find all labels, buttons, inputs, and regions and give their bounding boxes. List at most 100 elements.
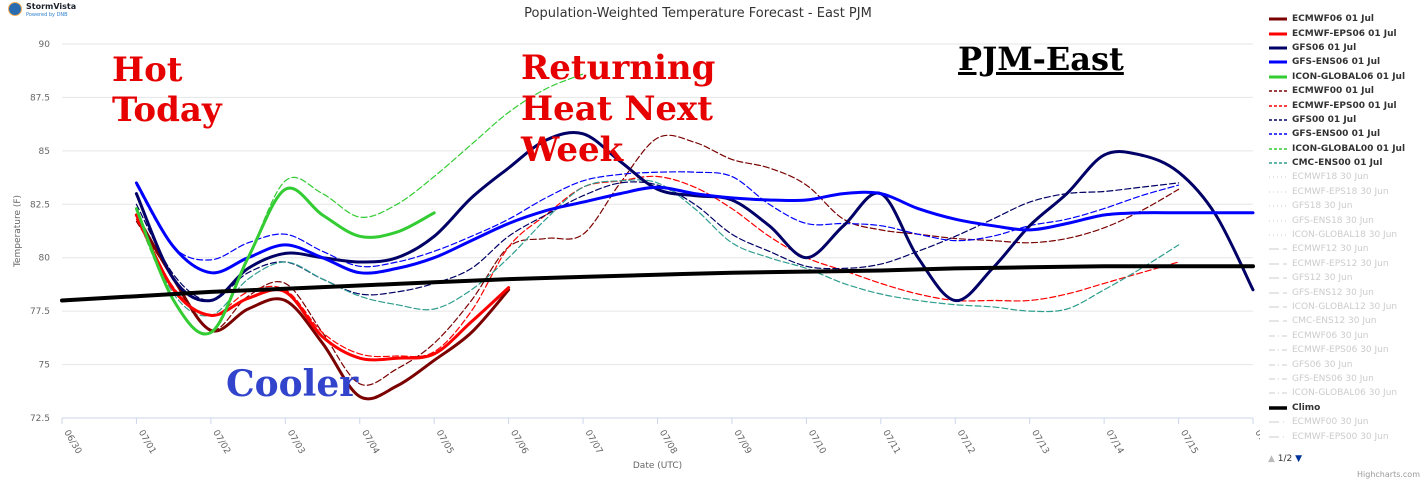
legend-item-ecmwf-eps18-30-jun[interactable]: ECMWF-EPS18 30 Jun [1268,185,1428,199]
y-tick-label: 77.5 [30,307,50,317]
series-line-ecmwf00-01-jul [135,134,1180,386]
legend-label: GFS-ENS12 30 Jun [1292,287,1374,298]
line-chart: 72.5 75 77.5 80 82.5 85 87.5 90 06/30 07/01 07/02 0… [13,40,1260,471]
y-tick-label: 80 [39,254,51,264]
x-tick-label: 07/09 [731,429,753,457]
legend-swatch [1269,349,1287,351]
logo-subtitle: Powered by DNB [26,12,68,18]
legend-item-gfs06-01-jul[interactable]: GFS06 01 Jul [1268,41,1428,55]
series-line-ecmwf-eps06-01-jul [134,213,511,362]
legend-swatch [1269,119,1287,121]
legend-swatch [1269,364,1287,366]
legend-swatch [1269,405,1287,410]
y-axis-title: Temperature (F) [13,195,23,268]
series-line-gfs00-01-jul [135,181,1180,302]
legend-item-gfs-ens18-30-jun[interactable]: GFS-ENS18 30 Jun [1268,213,1428,227]
legend-page-indicator: 1/2 [1277,454,1293,464]
x-axis-title: Date (UTC) [633,461,682,471]
legend-page-up-icon[interactable]: ▲ [1268,454,1275,464]
series-line-ecmwf-eps00-01-jul [135,175,1180,358]
legend-item-ecmwf18-30-jun[interactable]: ECMWF18 30 Jun [1268,170,1428,184]
legend-swatch [1269,392,1287,394]
legend-item-gfs-ens00-01-jul[interactable]: GFS-ENS00 01 Jul [1268,127,1428,141]
legend-item-icon-global00-01-jul[interactable]: ICON-GLOBAL00 01 Jul [1268,142,1428,156]
legend-item-climo[interactable]: Climo [1268,401,1428,415]
legend-label: ICON-GLOBAL12 30 Jun [1292,302,1398,312]
legend-item-gfs-ens06-30-jun[interactable]: GFS-ENS06 30 Jun [1268,372,1428,386]
logo-icon [8,2,22,16]
legend-swatch [1269,277,1287,279]
legend-swatch [1269,176,1287,178]
x-tick-label: 07/16 [1252,429,1260,457]
legend-item-gfs06-30-jun[interactable]: GFS06 30 Jun [1268,357,1428,371]
legend-item-icon-global06-01-jul[interactable]: ICON-GLOBAL06 01 Jul [1268,70,1428,84]
legend-item-ecmwf-eps06-30-jun[interactable]: ECMWF-EPS06 30 Jun [1268,343,1428,357]
y-tick-label: 85 [39,147,50,157]
x-tick-label: 07/13 [1029,429,1051,456]
chart-legend: ECMWF06 01 Jul ECMWF-EPS06 01 Jul GFS06 01… [1268,12,1428,444]
series-line-ecmwf06-01-jul [134,213,511,401]
legend-item-gfs-ens06-01-jul[interactable]: GFS-ENS06 01 Jul [1268,55,1428,69]
highcharts-credits[interactable]: Highcharts.com [1357,470,1420,479]
legend-label: ICON-GLOBAL06 01 Jul [1292,71,1406,82]
legend-swatch [1269,234,1287,236]
legend-label: ECMWF-EPS18 30 Jun [1292,186,1389,197]
x-tick-label: 07/06 [508,429,530,457]
legend-swatch [1269,133,1287,136]
legend-swatch [1269,306,1287,308]
legend-item-ecmwf-eps00-01-jul[interactable]: ECMWF-EPS00 01 Jul [1268,98,1428,112]
legend-item-icon-global12-30-jun[interactable]: ICON-GLOBAL12 30 Jun [1268,300,1428,314]
legend-item-ecmwf06-30-jun[interactable]: ECMWF06 30 Jun [1268,329,1428,343]
legend-label: ECMWF-EPS06 01 Jul [1292,28,1397,39]
legend-label: ECMWF18 30 Jun [1292,172,1369,183]
legend-item-gfs00-01-jul[interactable]: GFS00 01 Jul [1268,113,1428,127]
legend-item-ecmwf12-30-jun[interactable]: ECMWF12 30 Jun [1268,242,1428,256]
x-tick-label: 07/07 [582,429,604,456]
legend-label: ECMWF-EPS00 01 Jul [1292,100,1397,111]
legend-label: ECMWF00 01 Jul [1292,86,1374,97]
legend-swatch [1269,436,1287,438]
legend-item-gfs-ens12-30-jun[interactable]: GFS-ENS12 30 Jun [1268,285,1428,299]
y-tick-label: 72.5 [30,414,50,424]
legend-label: ECMWF-EPS12 30 Jun [1292,258,1389,269]
stormvista-logo: StormVista Powered by DNB [8,2,76,20]
legend-label: GFS-ENS06 01 Jul [1292,57,1381,68]
legend-item-ecmwf-eps06-01-jul[interactable]: ECMWF-EPS06 01 Jul [1268,26,1428,40]
legend-item-icon-global06-30-jun[interactable]: ICON-GLOBAL06 30 Jun [1268,386,1428,400]
x-tick-label: 07/01 [136,429,158,456]
legend-item-ecmwf00-01-jul[interactable]: ECMWF00 01 Jul [1268,84,1428,98]
legend-label: GFS06 01 Jul [1292,42,1357,53]
legend-swatch [1269,75,1287,79]
legend-item-ecmwf00-30-jun[interactable]: ECMWF00 30 Jun [1268,415,1428,429]
x-tick-label: 07/11 [880,429,902,456]
legend-page-down-icon[interactable]: ▼ [1295,454,1303,464]
y-tick-label: 90 [39,40,51,50]
x-tick-label: 07/02 [210,429,232,456]
legend-label: ECMWF-EPS06 30 Jun [1292,345,1389,356]
legend-swatch [1269,320,1287,322]
legend-item-icon-global18-30-jun[interactable]: ICON-GLOBAL18 30 Jun [1268,228,1428,242]
legend-item-gfs12-30-jun[interactable]: GFS12 30 Jun [1268,271,1428,285]
legend-item-ecmwf06-01-jul[interactable]: ECMWF06 01 Jul [1268,12,1428,26]
legend-swatch [1269,60,1287,64]
x-tick-label: 07/03 [285,429,307,456]
legend-label: GFS12 30 Jun [1292,273,1353,284]
legend-item-cmc-ens00-01-jul[interactable]: CMC-ENS00 01 Jul [1268,156,1428,170]
legend-label: GFS06 30 Jun [1292,359,1353,370]
legend-label: GFS-ENS00 01 Jul [1292,129,1381,140]
y-tick-label: 87.5 [30,93,50,103]
legend-swatch [1269,147,1287,150]
legend-swatch [1269,421,1287,423]
legend-label: ECMWF06 01 Jul [1292,14,1374,25]
x-tick-label: 07/05 [434,429,456,456]
legend-item-ecmwf-eps00-30-jun[interactable]: ECMWF-EPS00 30 Jun [1268,429,1428,443]
legend-item-gfs18-30-jun[interactable]: GFS18 30 Jun [1268,199,1428,213]
x-tick-label: 07/10 [806,429,828,457]
legend-label: ECMWF12 30 Jun [1292,244,1369,255]
series-line-gfs-ens00-01-jul [135,171,1180,268]
legend-item-ecmwf-eps12-30-jun[interactable]: ECMWF-EPS12 30 Jun [1268,257,1428,271]
series-line-cmc-ens00-01-jul [135,179,1180,317]
x-tick-label: 07/15 [1178,429,1200,456]
legend-item-cmc-ens12-30-jun[interactable]: CMC-ENS12 30 Jun [1268,314,1428,328]
legend-label: ECMWF00 30 Jun [1292,417,1369,428]
